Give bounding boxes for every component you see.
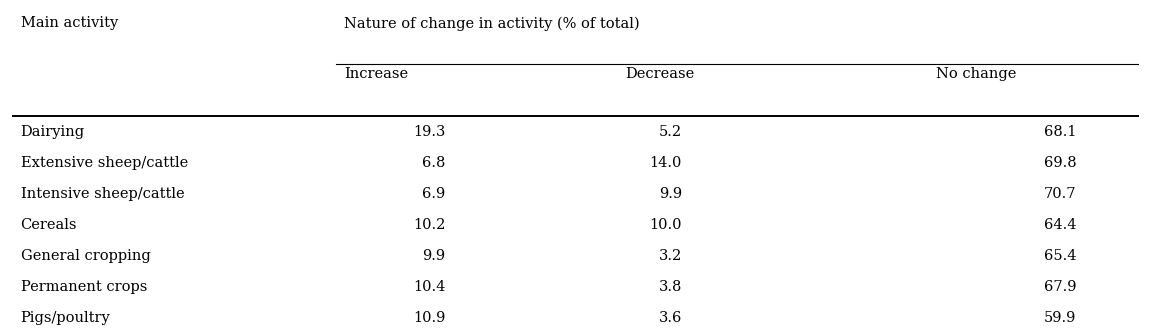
Text: Nature of change in activity (% of total): Nature of change in activity (% of total…	[344, 16, 639, 31]
Text: 10.2: 10.2	[413, 218, 445, 232]
Text: Intensive sheep/cattle: Intensive sheep/cattle	[21, 187, 184, 201]
Text: Permanent crops: Permanent crops	[21, 280, 147, 294]
Text: 6.9: 6.9	[422, 187, 445, 201]
Text: 6.8: 6.8	[422, 156, 445, 170]
Text: General cropping: General cropping	[21, 249, 151, 263]
Text: 14.0: 14.0	[650, 156, 682, 170]
Text: 67.9: 67.9	[1044, 280, 1076, 294]
Text: 9.9: 9.9	[659, 187, 682, 201]
Text: 19.3: 19.3	[413, 125, 445, 139]
Text: 5.2: 5.2	[659, 125, 682, 139]
Text: Increase: Increase	[344, 67, 408, 81]
Text: 59.9: 59.9	[1044, 311, 1076, 325]
Text: 3.8: 3.8	[659, 280, 682, 294]
Text: Dairying: Dairying	[21, 125, 85, 139]
Text: 10.9: 10.9	[413, 311, 445, 325]
Text: Pigs/poultry: Pigs/poultry	[21, 311, 110, 325]
Text: Decrease: Decrease	[626, 67, 695, 81]
Text: 9.9: 9.9	[422, 249, 445, 263]
Text: 10.0: 10.0	[650, 218, 682, 232]
Text: Extensive sheep/cattle: Extensive sheep/cattle	[21, 156, 187, 170]
Text: 65.4: 65.4	[1044, 249, 1076, 263]
Text: 69.8: 69.8	[1044, 156, 1076, 170]
Text: 3.2: 3.2	[659, 249, 682, 263]
Text: 70.7: 70.7	[1044, 187, 1076, 201]
Text: Cereals: Cereals	[21, 218, 77, 232]
Text: No change: No change	[936, 67, 1015, 81]
Text: 10.4: 10.4	[413, 280, 445, 294]
Text: 3.6: 3.6	[659, 311, 682, 325]
Text: Main activity: Main activity	[21, 16, 117, 30]
Text: 68.1: 68.1	[1044, 125, 1076, 139]
Text: 64.4: 64.4	[1044, 218, 1076, 232]
